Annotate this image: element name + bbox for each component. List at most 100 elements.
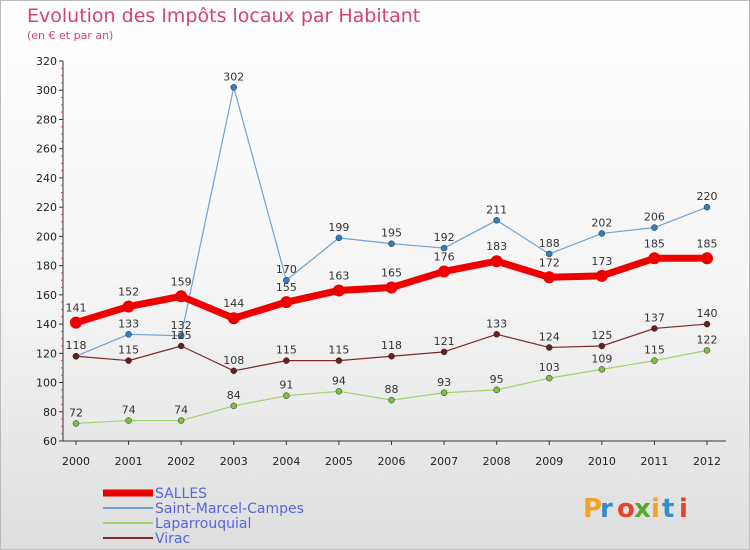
data-label: 155 bbox=[276, 281, 297, 294]
legend-label: Laparrouquial bbox=[155, 516, 251, 532]
data-label: 125 bbox=[591, 329, 612, 342]
logo-letter: r bbox=[600, 494, 613, 524]
data-point bbox=[648, 252, 661, 265]
logo-letter: x bbox=[634, 494, 651, 524]
data-label: 170 bbox=[276, 263, 297, 276]
data-point bbox=[546, 374, 553, 382]
data-label: 84 bbox=[227, 389, 241, 402]
y-tick-label: 60 bbox=[43, 435, 57, 448]
data-point bbox=[598, 366, 606, 373]
data-label: 115 bbox=[276, 344, 297, 357]
y-tick-label: 260 bbox=[36, 143, 57, 156]
logo-letter: o bbox=[617, 494, 635, 524]
data-label: 133 bbox=[118, 317, 139, 330]
data-point bbox=[440, 244, 448, 252]
y-tick-label: 240 bbox=[36, 172, 57, 185]
data-point bbox=[70, 316, 82, 329]
data-point bbox=[335, 357, 343, 364]
data-point bbox=[335, 388, 343, 395]
data-label: 95 bbox=[490, 373, 504, 386]
data-point bbox=[543, 271, 556, 284]
data-point bbox=[335, 234, 343, 242]
data-label: 122 bbox=[697, 333, 718, 346]
data-label: 133 bbox=[486, 317, 507, 330]
x-tick-label: 2006 bbox=[378, 455, 406, 468]
logo-letter: P bbox=[583, 494, 602, 524]
data-label: 124 bbox=[539, 330, 560, 343]
data-label: 192 bbox=[434, 231, 455, 244]
data-label: 159 bbox=[171, 275, 192, 288]
data-point bbox=[125, 331, 132, 338]
x-tick-label: 2000 bbox=[62, 455, 90, 468]
data-point bbox=[651, 224, 658, 231]
data-label: 211 bbox=[486, 203, 507, 216]
data-label: 141 bbox=[66, 302, 87, 315]
data-point bbox=[227, 312, 240, 325]
data-point bbox=[493, 217, 500, 224]
x-tick-label: 2003 bbox=[220, 455, 248, 468]
data-label: 206 bbox=[644, 211, 665, 224]
legend-label: SALLES bbox=[155, 486, 207, 502]
data-label: 188 bbox=[539, 237, 560, 250]
data-label: 88 bbox=[385, 383, 399, 396]
data-label: 183 bbox=[486, 240, 507, 253]
y-tick-label: 320 bbox=[36, 55, 57, 68]
data-label: 185 bbox=[644, 237, 665, 250]
x-tick-label: 2004 bbox=[272, 455, 300, 468]
data-point bbox=[230, 367, 237, 375]
data-point bbox=[175, 290, 188, 303]
data-label: 108 bbox=[223, 354, 244, 367]
data-point bbox=[440, 389, 448, 397]
data-label: 302 bbox=[223, 70, 244, 83]
data-label: 94 bbox=[332, 374, 346, 387]
data-label: 72 bbox=[69, 406, 83, 419]
data-point bbox=[703, 320, 711, 328]
data-label: 118 bbox=[66, 339, 87, 352]
data-point bbox=[230, 402, 237, 410]
legend-label: Saint-Marcel-Campes bbox=[155, 501, 304, 517]
data-point bbox=[701, 252, 713, 265]
data-label: 176 bbox=[434, 250, 455, 263]
logo-letter: i bbox=[651, 494, 660, 524]
data-label: 125 bbox=[171, 329, 192, 342]
data-point bbox=[546, 250, 553, 258]
x-tick-label: 2005 bbox=[325, 455, 353, 468]
data-label: 115 bbox=[328, 344, 349, 357]
x-tick-label: 2007 bbox=[430, 455, 458, 468]
data-point bbox=[493, 331, 500, 338]
data-label: 202 bbox=[591, 216, 612, 229]
data-point bbox=[283, 276, 290, 284]
legend-label: Virac bbox=[155, 531, 190, 547]
y-tick-label: 100 bbox=[36, 377, 57, 390]
data-label: 152 bbox=[118, 286, 139, 299]
y-tick-label: 220 bbox=[36, 201, 57, 214]
x-tick-label: 2012 bbox=[693, 455, 721, 468]
data-label: 132 bbox=[171, 319, 192, 332]
y-tick-label: 280 bbox=[36, 113, 57, 126]
data-label: 74 bbox=[174, 404, 188, 417]
y-tick-label: 80 bbox=[43, 406, 57, 419]
y-tick-label: 160 bbox=[36, 289, 57, 302]
y-tick-label: 180 bbox=[36, 260, 57, 273]
data-point bbox=[332, 284, 345, 297]
y-tick-label: 120 bbox=[36, 347, 57, 360]
data-point bbox=[388, 396, 395, 404]
data-point bbox=[703, 347, 711, 354]
data-label: 115 bbox=[644, 344, 665, 357]
data-point bbox=[493, 386, 500, 394]
data-label: 163 bbox=[328, 269, 349, 282]
data-label: 220 bbox=[697, 190, 718, 203]
data-label: 185 bbox=[697, 237, 718, 250]
data-label: 140 bbox=[697, 307, 718, 320]
data-point bbox=[283, 357, 290, 364]
data-point bbox=[283, 392, 290, 399]
chart-subtitle: (en € et par an) bbox=[27, 29, 114, 42]
data-point bbox=[125, 417, 132, 424]
chart-title: Evolution des Impôts locaux par Habitant bbox=[27, 5, 421, 27]
data-label: 199 bbox=[328, 221, 349, 234]
x-tick-label: 2008 bbox=[483, 455, 511, 468]
data-point bbox=[651, 325, 658, 332]
y-tick-label: 300 bbox=[36, 84, 57, 97]
